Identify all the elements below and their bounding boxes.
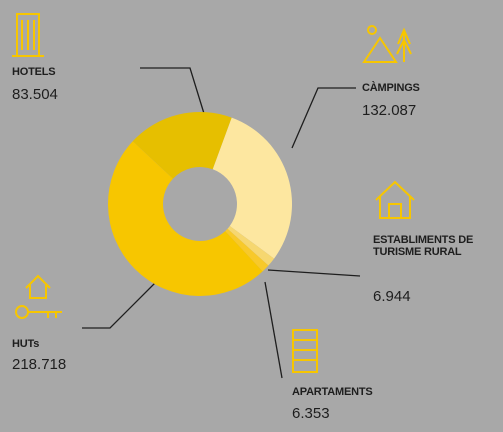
leader-line <box>140 67 207 121</box>
category-label: HUTs <box>12 338 40 350</box>
value-label: 6.353 <box>292 405 330 422</box>
leader-lines <box>82 67 361 379</box>
apartment-icon <box>292 329 318 373</box>
value-label: 83.504 <box>12 86 58 103</box>
wedge <box>212 117 292 259</box>
leader-line <box>291 87 356 149</box>
hut-icon <box>15 274 62 319</box>
value-label: 6.944 <box>373 288 411 305</box>
camping-icon <box>362 25 412 63</box>
category-label: APARTAMENTS <box>292 386 373 398</box>
rural-icon <box>375 180 415 219</box>
leader-line <box>267 269 361 277</box>
leader-line <box>264 281 283 379</box>
hotel-icon <box>12 13 44 57</box>
leader-line <box>82 271 167 329</box>
donut <box>107 112 292 297</box>
wedge <box>107 141 263 297</box>
category-label: CÀMPINGS <box>362 82 420 94</box>
category-label: ESTABLIMENTS DE TURISME RURAL <box>373 234 474 258</box>
value-label: 132.087 <box>362 102 417 119</box>
wedge <box>225 228 269 272</box>
wedge <box>132 112 232 179</box>
icons <box>12 13 415 373</box>
value-label: 218.718 <box>12 356 67 373</box>
wedge <box>227 225 275 266</box>
category-label: HOTELS <box>12 66 56 78</box>
